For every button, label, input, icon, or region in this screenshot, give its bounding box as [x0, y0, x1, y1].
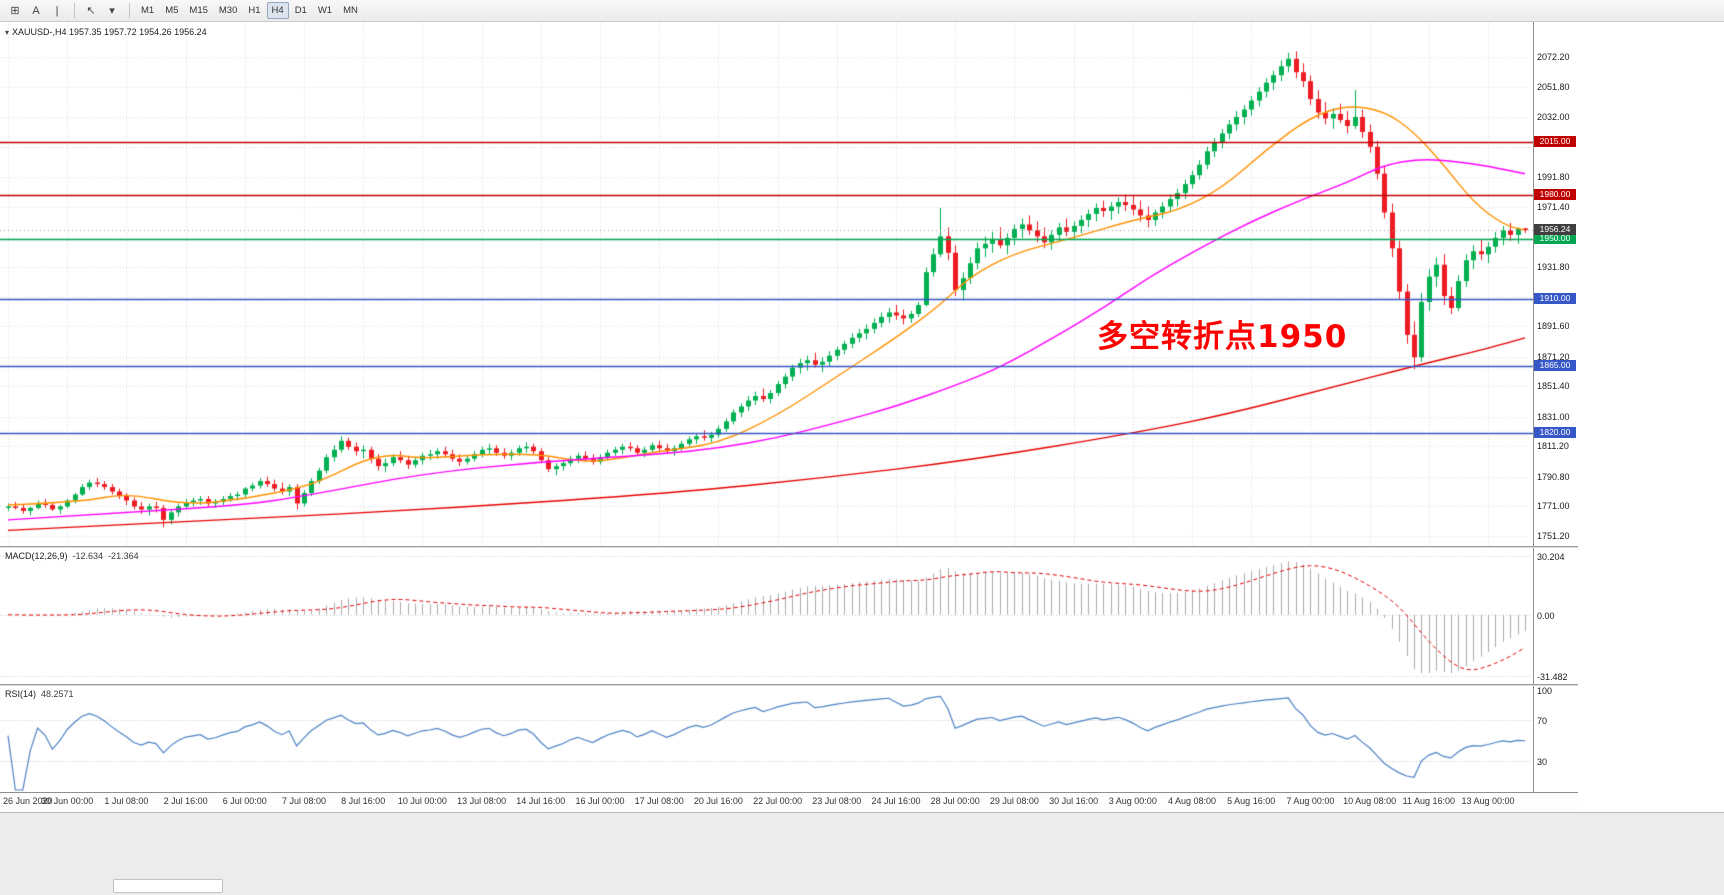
text-tool-icon[interactable]: A [32, 4, 40, 17]
rsi-label: RSI(14) 48.2571 [5, 689, 74, 699]
rsi-panel-splitter[interactable] [0, 684, 1578, 686]
macd-label: MACD(12,26,9) -12.634 -21.364 [5, 551, 139, 561]
macd-main-value: -12.634 [72, 551, 104, 561]
chart-annotation: 多空转折点1950 [1097, 319, 1348, 355]
toolbar-separator [74, 3, 75, 18]
status-box [113, 879, 223, 893]
timeframe-button-h1[interactable]: H1 [248, 5, 261, 16]
status-bar [0, 812, 1724, 895]
timeframe-button-h4[interactable]: H4 [266, 2, 289, 19]
toolbar-separator [129, 3, 130, 18]
rsi-value: 48.2571 [41, 689, 74, 699]
chart-title-text: XAUUSD-,H4 1957.35 1957.72 1954.26 1956.… [12, 27, 207, 37]
timeframe-button-m15[interactable]: M15 [189, 5, 208, 16]
macd-signal-value: -21.364 [108, 551, 139, 561]
toolbar: ⊞ A | ↖ ▾ M1 M5 M15 M30 H1 H4 D1 W1 MN [0, 0, 1724, 22]
macd-indicator-canvas[interactable] [0, 548, 1533, 684]
timeframe-button-m5[interactable]: M5 [165, 5, 179, 16]
candlestick-chart-canvas[interactable] [0, 22, 1533, 546]
timeframe-button-d1[interactable]: D1 [294, 5, 307, 16]
chart-menu-icon[interactable]: ▾ [5, 28, 10, 37]
timeframe-button-m1[interactable]: M1 [141, 5, 155, 16]
vertical-line-tool-icon[interactable]: | [55, 4, 59, 17]
macd-panel-splitter[interactable] [0, 546, 1578, 548]
price-axis[interactable] [1533, 22, 1578, 792]
rsi-indicator-canvas[interactable] [0, 686, 1533, 792]
macd-name: MACD(12,26,9) [5, 551, 68, 561]
cursor-tool-icon[interactable]: ↖ [86, 5, 96, 17]
chart-title: ▾ XAUUSD-,H4 1957.35 1957.72 1954.26 1956… [5, 27, 207, 37]
timeframe-button-mn[interactable]: MN [343, 5, 358, 16]
time-axis[interactable] [0, 792, 1578, 812]
timeframe-button-m30[interactable]: M30 [218, 5, 238, 16]
grid-tool-icon[interactable]: ⊞ [10, 5, 20, 17]
cursor-dropdown-icon[interactable]: ▾ [109, 5, 115, 17]
timeframe-button-w1[interactable]: W1 [317, 5, 333, 16]
rsi-name: RSI(14) [5, 689, 37, 699]
